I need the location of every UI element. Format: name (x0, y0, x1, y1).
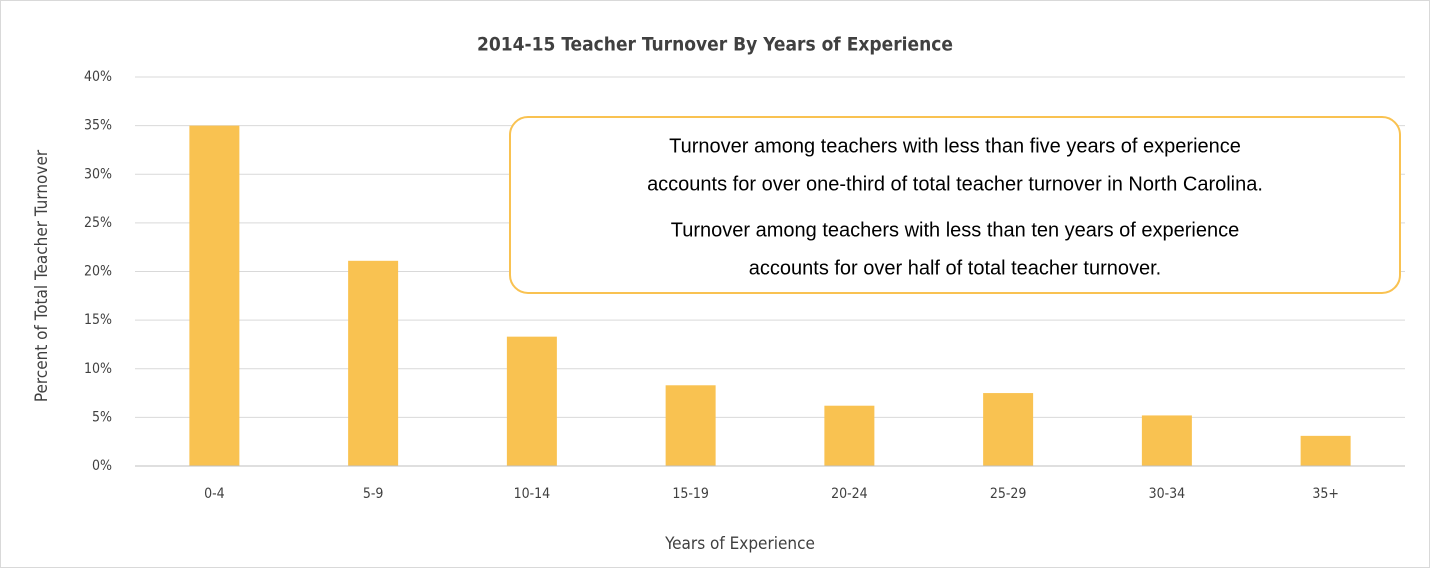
chart-title: 2014-15 Teacher Turnover By Years of Exp… (477, 34, 953, 56)
x-tick-label: 5-9 (363, 486, 384, 502)
x-tick-label: 15-19 (672, 486, 709, 502)
bar (824, 405, 875, 466)
x-tick-label: 10-14 (514, 486, 551, 502)
y-tick-label: 40% (84, 69, 112, 85)
annotation-text: accounts for over one-third of total tea… (647, 173, 1263, 195)
bar (506, 336, 557, 466)
bar (1141, 415, 1192, 466)
y-tick-label: 15% (84, 312, 112, 328)
y-tick-label: 25% (84, 215, 112, 231)
y-axis-label: Percent of Total Teacher Turnover (32, 149, 52, 402)
annotation-text: accounts for over half of total teacher … (749, 257, 1161, 279)
x-tick-label: 35+ (1312, 486, 1339, 502)
x-tick-label: 20-24 (831, 486, 868, 502)
annotation-box (509, 116, 1401, 294)
bar (1300, 435, 1351, 466)
annotation-text: Turnover among teachers with less than t… (671, 219, 1239, 241)
x-tick-label: 0-4 (204, 486, 225, 502)
y-tick-label: 0% (92, 458, 112, 474)
annotation-text: Turnover among teachers with less than f… (669, 135, 1241, 157)
bar (983, 393, 1034, 466)
bar (348, 260, 399, 466)
x-tick-label: 30-34 (1149, 486, 1186, 502)
bar (189, 125, 240, 466)
y-tick-label: 5% (92, 409, 112, 425)
x-axis-label: Years of Experience (664, 534, 815, 554)
y-tick-label: 30% (84, 166, 112, 182)
y-tick-label: 35% (84, 118, 112, 134)
x-tick-label: 25-29 (990, 486, 1027, 502)
bar (665, 385, 716, 466)
y-tick-label: 10% (84, 361, 112, 377)
y-tick-label: 20% (84, 264, 112, 280)
